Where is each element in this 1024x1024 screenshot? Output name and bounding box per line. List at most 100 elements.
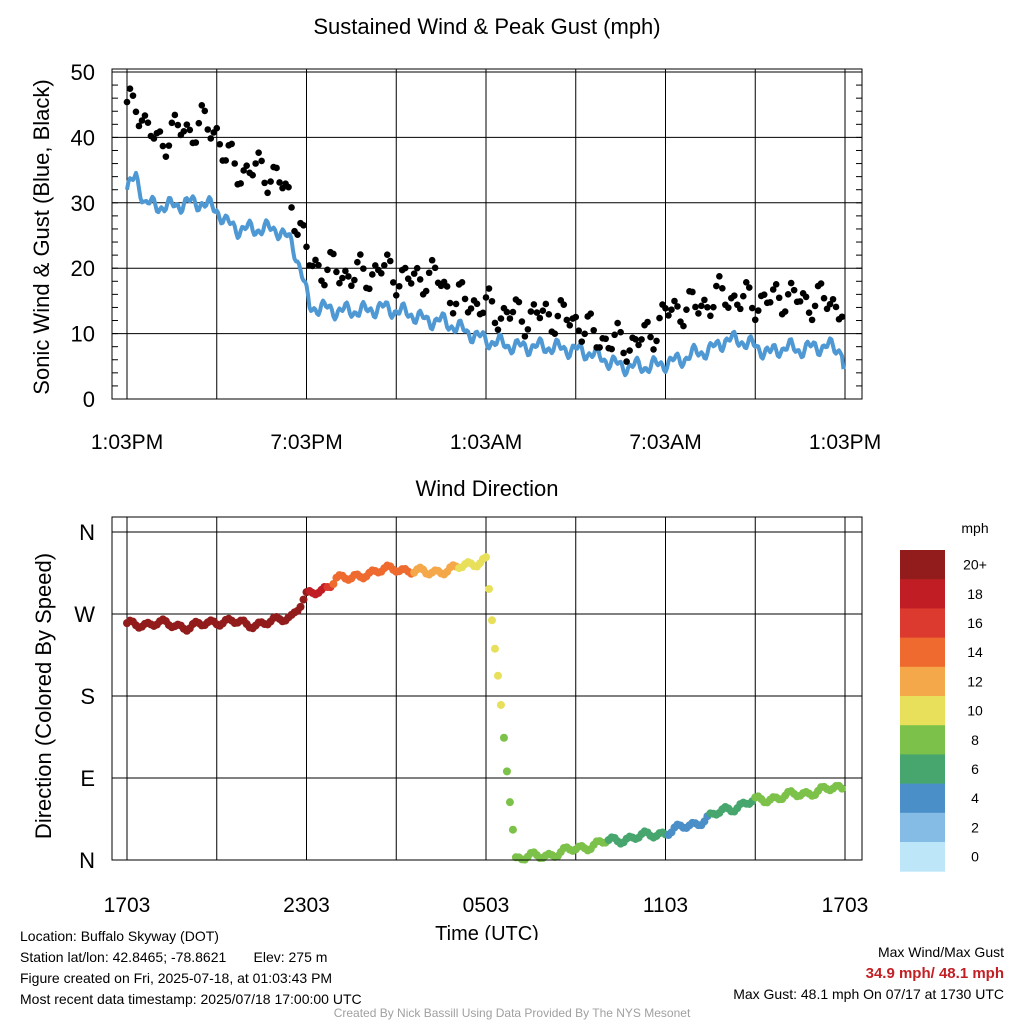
- gust-point: [775, 294, 783, 302]
- gust-point: [336, 279, 343, 287]
- colorbar-label: 20+: [963, 557, 987, 573]
- gust-point: [300, 221, 307, 229]
- colorbar-swatch: [900, 725, 945, 755]
- colorbar-swatch: [900, 696, 945, 726]
- gust-point: [204, 126, 212, 133]
- gust-point: [228, 140, 236, 148]
- colorbar-label: 16: [967, 615, 983, 631]
- colorbar-swatch: [900, 637, 945, 668]
- gust-point: [345, 273, 352, 280]
- gust-point: [267, 178, 274, 185]
- gust-point: [401, 264, 409, 272]
- colorbar-swatch: [900, 666, 945, 697]
- gust-point: [237, 180, 244, 187]
- gust-point: [494, 326, 502, 333]
- gust-point: [449, 310, 457, 317]
- gust-point: [626, 347, 633, 354]
- x-tick-label: 1703: [822, 894, 869, 917]
- gust-point: [542, 300, 550, 308]
- gust-point: [285, 183, 292, 191]
- colorbar-swatch: [900, 783, 945, 814]
- x-tick-label: 7:03PM: [270, 431, 342, 454]
- gust-point: [303, 243, 310, 251]
- gust-point: [315, 261, 322, 269]
- gust-point: [668, 306, 675, 314]
- gust-point: [416, 276, 424, 283]
- gust-point: [811, 302, 819, 310]
- gust-point: [638, 336, 645, 343]
- gust-point: [383, 251, 391, 258]
- gust-point: [739, 292, 747, 300]
- gust-point: [482, 294, 490, 301]
- gust-point: [826, 300, 834, 308]
- gust-point: [216, 140, 224, 148]
- gust-point: [288, 204, 295, 211]
- colorbar-label: 0: [971, 849, 979, 865]
- y-tick-label: N: [79, 520, 95, 545]
- gust-point: [312, 256, 319, 264]
- gust-point: [467, 305, 475, 312]
- direction-point: [482, 553, 490, 562]
- gust-point: [273, 164, 280, 172]
- gust-point: [198, 102, 206, 109]
- gust-point: [410, 270, 418, 277]
- direction-point: [490, 644, 499, 653]
- gust-point: [796, 298, 804, 305]
- gust-point: [578, 338, 586, 345]
- gust-point: [342, 267, 349, 275]
- direction-point: [505, 798, 514, 807]
- gust-point: [159, 142, 167, 150]
- gust-point: [135, 122, 143, 130]
- gust-point: [333, 268, 340, 276]
- gust-point: [587, 310, 595, 317]
- gust-point: [366, 285, 373, 293]
- gust-point: [321, 281, 328, 289]
- created-text: Figure created on Fri, 2025-07-18, at 01…: [20, 970, 333, 986]
- gust-point: [294, 231, 301, 238]
- gust-point: [165, 142, 173, 149]
- gust-point: [533, 309, 541, 316]
- gust-point: [395, 282, 403, 290]
- gust-point: [650, 346, 657, 353]
- max-gust-text: Max Gust: 48.1 mph On 07/17 at 1730 UTC: [733, 986, 1004, 1002]
- gust-point: [258, 157, 265, 165]
- gust-point: [590, 326, 597, 334]
- gust-point: [716, 272, 723, 280]
- gust-point: [141, 112, 149, 119]
- gust-point: [509, 308, 517, 316]
- wind-gust-chart: Sustained Wind & Peak Gust (mph) Sonic W…: [29, 14, 881, 454]
- direction-point: [502, 767, 511, 776]
- gust-point: [769, 286, 777, 293]
- wind-direction-chart: Wind Direction Direction (Colored By Spe…: [31, 476, 989, 940]
- gust-point: [611, 331, 618, 339]
- gust-point: [515, 298, 523, 306]
- gust-point: [566, 322, 574, 329]
- gust-point: [554, 312, 562, 320]
- x-tick-label: 1703: [104, 894, 151, 917]
- gust-point: [545, 311, 553, 318]
- direction-point: [493, 671, 502, 680]
- gust-point: [644, 318, 651, 326]
- gust-point: [207, 135, 215, 142]
- colorbar-swatch: [900, 550, 945, 580]
- gust-point: [351, 276, 358, 284]
- gust-point: [620, 349, 627, 357]
- gust-point: [671, 297, 678, 305]
- gust-point: [443, 283, 451, 290]
- y-tick-label: 20: [71, 256, 95, 281]
- gust-point: [608, 345, 615, 353]
- gust-point: [725, 304, 732, 311]
- gust-point: [138, 117, 146, 124]
- gust-point: [488, 297, 496, 305]
- gust-point: [781, 308, 789, 315]
- colorbar-unit: mph: [961, 520, 988, 536]
- y-tick-label: 10: [71, 322, 95, 347]
- gust-point: [751, 316, 759, 324]
- colorbar-swatch: [900, 842, 945, 872]
- gust-point: [838, 313, 846, 321]
- colorbar-swatch: [900, 608, 945, 639]
- gust-point: [805, 309, 813, 317]
- gust-point: [261, 179, 268, 187]
- gust-point: [662, 304, 669, 312]
